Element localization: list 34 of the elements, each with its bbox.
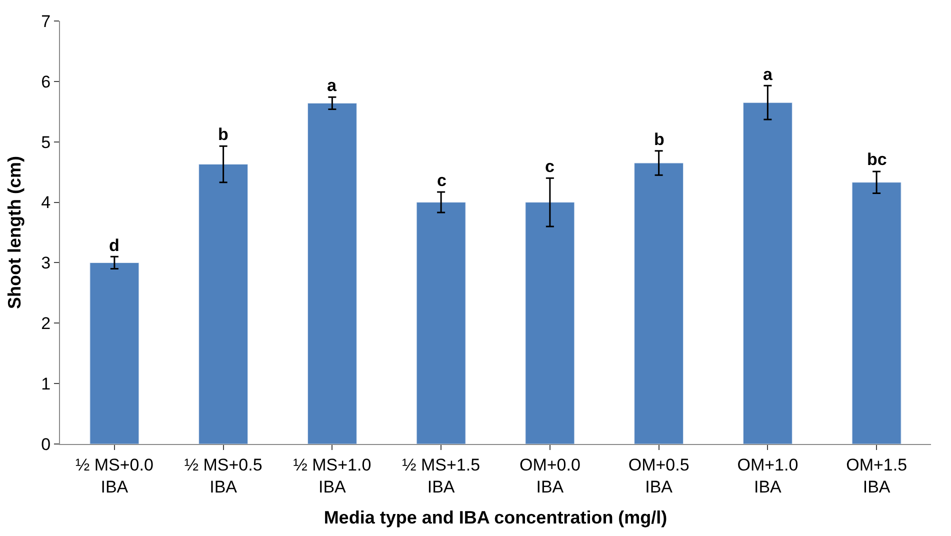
bar [416, 202, 466, 444]
bar [198, 164, 248, 444]
y-tick-label: 1 [41, 374, 51, 394]
annotation: b [654, 130, 664, 149]
x-tick-label: ½ MS+1.5 IBA [402, 455, 480, 496]
y-tick-label: 2 [41, 314, 51, 334]
y-tick-label: 0 [41, 434, 51, 454]
bar [852, 182, 902, 444]
annotation: b [218, 125, 228, 144]
annotation: a [327, 76, 337, 95]
x-axis-title: Media type and IBA concentration (mg/l) [324, 508, 668, 528]
annotation: d [109, 236, 120, 255]
x-tick-label: OM+1.0 IBA [737, 455, 798, 496]
x-tick-label: ½ MS+0.5 IBA [184, 455, 262, 496]
y-tick-label: 5 [41, 132, 51, 152]
bar [742, 102, 792, 444]
annotation: c [545, 157, 554, 176]
y-tick-label: 7 [41, 12, 51, 31]
y-tick-label: 6 [41, 72, 51, 92]
y-tick-label: 3 [41, 254, 51, 273]
x-tick-label: ½ MS+0.0 IBA [75, 455, 154, 496]
y-tick-label: 4 [41, 193, 51, 212]
bar [90, 262, 140, 444]
bar [634, 162, 684, 444]
x-tick-label: OM+0.0 IBA [519, 455, 580, 496]
x-tick-label: OM+1.5 IBA [846, 455, 908, 496]
x-tick-label: OM+0.5 IBA [628, 455, 690, 496]
y-axis-title: Shoot length (cm) [4, 156, 24, 309]
x-tick-label: ½ MS+1.0 IBA [293, 455, 372, 496]
annotation: a [763, 65, 773, 84]
bar [307, 102, 357, 444]
bar [525, 202, 575, 444]
annotation: c [437, 171, 446, 190]
annotation: bc [867, 150, 887, 169]
